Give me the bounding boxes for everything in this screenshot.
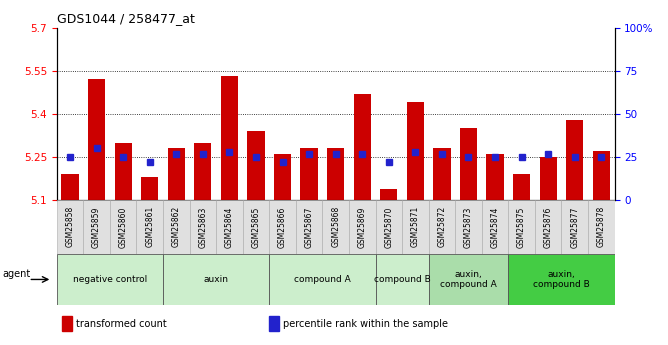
Bar xyxy=(247,131,265,200)
Text: GSM25869: GSM25869 xyxy=(358,206,367,247)
Bar xyxy=(163,200,190,254)
Bar xyxy=(535,200,561,254)
Text: GSM25878: GSM25878 xyxy=(597,206,606,247)
Bar xyxy=(168,148,185,200)
Text: GSM25862: GSM25862 xyxy=(172,206,181,247)
Bar xyxy=(434,148,450,200)
Bar xyxy=(327,148,344,200)
Text: GSM25868: GSM25868 xyxy=(331,206,340,247)
Bar xyxy=(349,200,375,254)
Bar xyxy=(588,200,615,254)
Text: GSM25861: GSM25861 xyxy=(145,206,154,247)
Bar xyxy=(561,200,588,254)
Text: GSM25866: GSM25866 xyxy=(278,206,287,247)
Bar xyxy=(57,200,84,254)
Text: GSM25865: GSM25865 xyxy=(251,206,261,247)
Bar xyxy=(84,200,110,254)
Bar xyxy=(429,200,455,254)
Text: GSM25874: GSM25874 xyxy=(490,206,500,247)
Bar xyxy=(61,174,79,200)
Text: GSM25867: GSM25867 xyxy=(305,206,313,247)
Text: negative control: negative control xyxy=(73,275,147,284)
Bar xyxy=(194,142,212,200)
Text: GSM25877: GSM25877 xyxy=(570,206,579,247)
Text: GSM25876: GSM25876 xyxy=(544,206,552,247)
Bar xyxy=(323,200,349,254)
Bar xyxy=(380,189,397,200)
Bar xyxy=(486,154,504,200)
Bar xyxy=(375,254,429,305)
Bar xyxy=(296,200,323,254)
Bar xyxy=(190,200,216,254)
Bar xyxy=(163,254,269,305)
Bar xyxy=(429,254,508,305)
Bar xyxy=(269,254,375,305)
Text: GSM25873: GSM25873 xyxy=(464,206,473,247)
Bar xyxy=(508,254,615,305)
Bar xyxy=(221,77,238,200)
Text: agent: agent xyxy=(3,269,31,279)
Text: auxin: auxin xyxy=(204,275,228,284)
Bar xyxy=(114,142,132,200)
Bar xyxy=(216,200,242,254)
Bar xyxy=(375,200,402,254)
Text: auxin,
compound B: auxin, compound B xyxy=(533,270,590,289)
Bar xyxy=(593,151,610,200)
Bar xyxy=(482,200,508,254)
Text: GSM25863: GSM25863 xyxy=(198,206,207,247)
Bar xyxy=(455,200,482,254)
Bar xyxy=(269,200,296,254)
Text: GSM25875: GSM25875 xyxy=(517,206,526,247)
Text: GSM25872: GSM25872 xyxy=(438,206,446,247)
Text: GSM25870: GSM25870 xyxy=(384,206,393,247)
Bar xyxy=(508,200,535,254)
Text: compound A: compound A xyxy=(294,275,351,284)
Bar xyxy=(242,200,269,254)
Bar xyxy=(402,200,429,254)
Text: transformed count: transformed count xyxy=(76,319,167,328)
Bar xyxy=(274,154,291,200)
Text: GSM25859: GSM25859 xyxy=(92,206,101,247)
Bar xyxy=(407,102,424,200)
Bar xyxy=(301,148,318,200)
Text: GSM25871: GSM25871 xyxy=(411,206,420,247)
Bar xyxy=(110,200,136,254)
Text: auxin,
compound A: auxin, compound A xyxy=(440,270,497,289)
Bar xyxy=(141,177,158,200)
Text: GDS1044 / 258477_at: GDS1044 / 258477_at xyxy=(57,12,194,25)
Bar xyxy=(353,94,371,200)
Bar xyxy=(136,200,163,254)
Text: compound B: compound B xyxy=(373,275,430,284)
Text: GSM25858: GSM25858 xyxy=(65,206,75,247)
Bar xyxy=(62,316,72,331)
Bar xyxy=(513,174,530,200)
Text: GSM25864: GSM25864 xyxy=(225,206,234,247)
Bar xyxy=(269,316,279,331)
Bar xyxy=(566,120,583,200)
Bar xyxy=(57,254,163,305)
Bar xyxy=(88,79,106,200)
Text: GSM25860: GSM25860 xyxy=(119,206,128,247)
Bar xyxy=(540,157,557,200)
Text: percentile rank within the sample: percentile rank within the sample xyxy=(283,319,448,328)
Bar xyxy=(460,128,477,200)
